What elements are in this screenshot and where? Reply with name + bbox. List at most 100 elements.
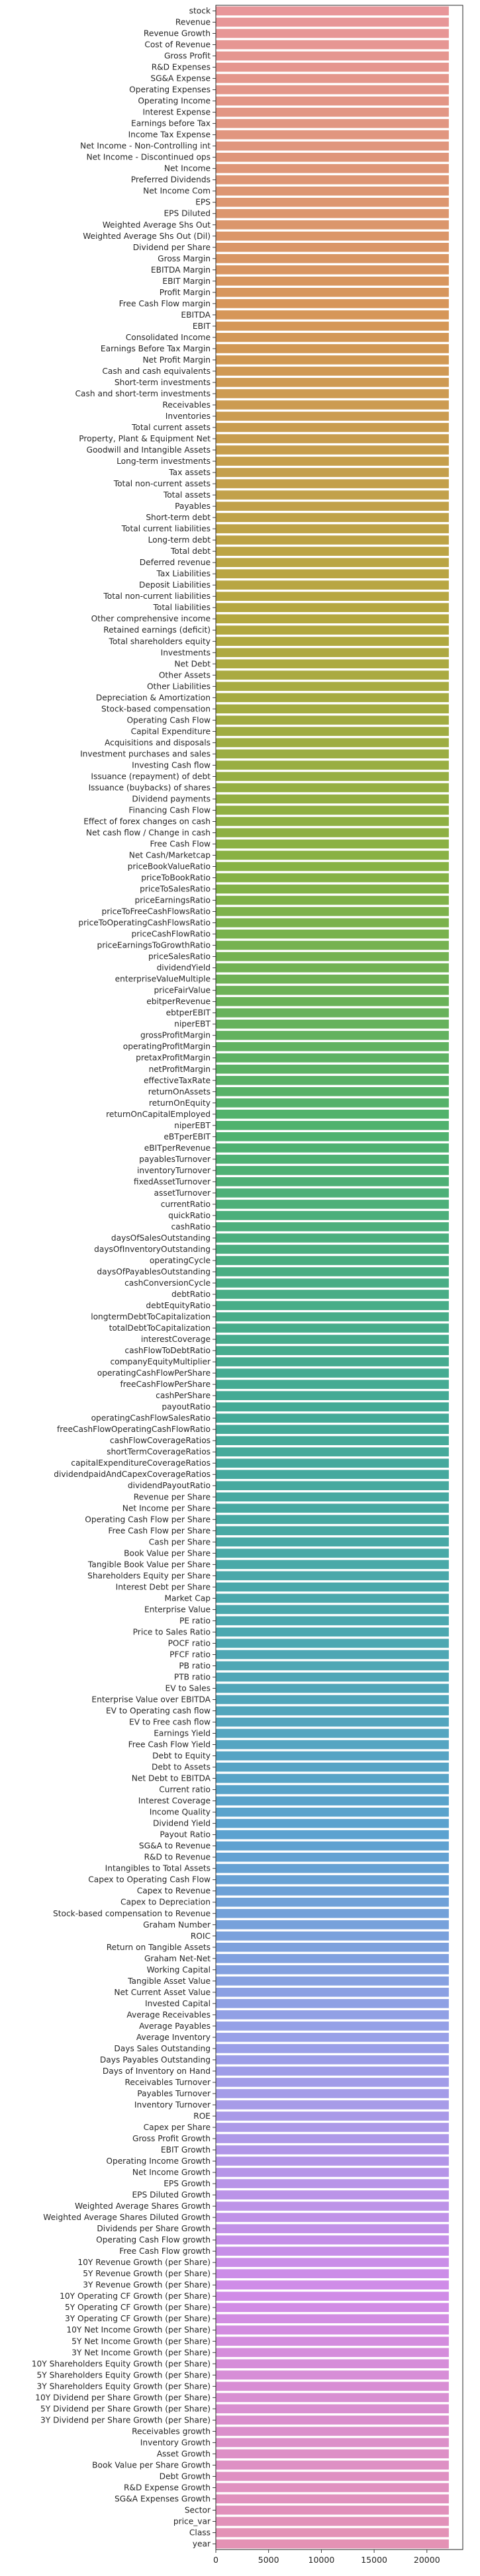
bar <box>216 2291 449 2301</box>
bar <box>216 1413 449 1423</box>
y-tick-label: Earnings Before Tax Margin <box>101 344 211 353</box>
y-tick-label: Cash per Share <box>149 1537 211 1546</box>
y-tick-label: Net Current Asset Value <box>114 1988 211 1997</box>
y-tick-label: ebtperEBIT <box>166 1008 211 1018</box>
bar <box>216 1312 449 1321</box>
y-tick-label: Weighted Average Shs Out (Dil) <box>83 232 211 241</box>
y-tick-label: Dividend payments <box>132 794 211 803</box>
y-tick-label: priceToBookRatio <box>141 873 211 883</box>
y-tick-label: Net Debt to EBITDA <box>132 1774 211 1783</box>
y-tick-label: Payout Ratio <box>160 1830 211 1840</box>
bars-layer <box>216 6 449 2549</box>
bar <box>216 2089 449 2098</box>
bar <box>216 107 449 117</box>
bar <box>216 670 449 680</box>
x-tick-label: 15000 <box>361 2555 387 2565</box>
bar <box>216 2539 449 2549</box>
bar <box>216 1335 449 1344</box>
bar <box>216 1706 449 1716</box>
y-tick-label: Other Assets <box>159 670 211 680</box>
y-tick-label: Cash and cash equivalents <box>102 367 211 376</box>
bar <box>216 1695 449 1705</box>
y-tick-label: Net Income per Share <box>122 1503 211 1513</box>
y-tick-label: 5Y Net Income Growth (per Share) <box>72 2336 211 2346</box>
y-tick-label: PTB ratio <box>174 1672 211 1681</box>
bar <box>216 817 449 826</box>
bar <box>216 479 449 488</box>
bar <box>216 918 449 928</box>
bar <box>216 1976 449 1986</box>
y-tick-label: Class <box>189 2528 211 2537</box>
y-tick-label: shortTermCoverageRatios <box>107 1447 211 1456</box>
bar <box>216 1143 449 1153</box>
y-tick-label: Property, Plant & Equipment Net <box>79 434 211 443</box>
y-tick-label: Total non-current liabilities <box>103 592 211 601</box>
y-tick-label: priceSalesRatio <box>148 952 211 961</box>
y-tick-label: Investing Cash flow <box>132 760 211 770</box>
bar <box>216 2370 449 2380</box>
bar <box>216 1965 449 1975</box>
bar <box>216 17 449 27</box>
y-tick-labels: stock Revenue Revenue Growth Cost of Revenu… <box>32 7 211 2549</box>
bar <box>216 40 449 50</box>
bar <box>216 389 449 398</box>
y-tick-label: Book Value per Share <box>124 1548 211 1558</box>
bar <box>216 940 449 950</box>
bar <box>216 2010 449 2020</box>
bar <box>216 907 449 916</box>
y-tick-label: Long-term investments <box>117 457 211 466</box>
y-tick-label: Operating Cash Flow per Share <box>85 1515 211 1524</box>
bar <box>216 1132 449 1141</box>
y-tick-label: assetTurnover <box>154 1188 211 1198</box>
bar <box>216 130 449 140</box>
y-tick-label: Free Cash Flow Yield <box>128 1740 211 1750</box>
bar <box>216 715 449 725</box>
y-tick-label: Issuance (repayment) of debt <box>91 772 211 781</box>
y-tick-label: Gross Profit Growth <box>132 2134 211 2143</box>
y-tick-label: 10Y Shareholders Equity Growth (per Shar… <box>32 2359 211 2368</box>
y-tick-label: daysOfPayablesOutstanding <box>97 1267 211 1276</box>
bar <box>216 2415 449 2425</box>
bar <box>216 1458 449 1468</box>
y-tick-label: Goodwill and Intangible Assets <box>87 445 211 455</box>
x-axis: 0 5000 10000 15000 20000 <box>213 2550 440 2565</box>
bar <box>216 1110 449 1119</box>
bar <box>216 1380 449 1389</box>
y-tick-label: PB ratio <box>179 1661 211 1670</box>
bar <box>216 2303 449 2313</box>
bar <box>216 344 449 353</box>
bar <box>216 614 449 624</box>
y-tick-label: EPS Growth <box>164 2179 211 2188</box>
y-tick-label: Profit Margin <box>160 288 211 297</box>
y-tick-label: Operating Expenses <box>129 85 211 95</box>
bar <box>216 457 449 466</box>
bar <box>216 1537 449 1547</box>
bar <box>216 434 449 443</box>
bar <box>216 1548 449 1558</box>
bar <box>216 1481 449 1491</box>
y-tick-label: priceToOperatingCashFlowsRatio <box>78 918 211 928</box>
plot-frame <box>215 5 463 2550</box>
y-tick-label: Receivables <box>162 400 211 410</box>
bar <box>216 828 449 838</box>
y-tick-label: Total non-current assets <box>113 479 211 488</box>
bar <box>216 96 449 106</box>
bar <box>216 2471 449 2481</box>
bar <box>216 2359 449 2369</box>
bar <box>216 850 449 860</box>
y-tick-label: debtRatio <box>171 1290 211 1299</box>
y-tick-label: operatingCashFlowSalesRatio <box>91 1413 211 1423</box>
y-tick-label: daysOfInventoryOutstanding <box>94 1245 211 1254</box>
bar <box>216 513 449 522</box>
y-tick-label: Net Income - Non-Controlling int <box>80 142 211 151</box>
y-tick-label: operatingCashFlowPerShare <box>97 1368 211 1378</box>
bar <box>216 1323 449 1333</box>
y-tick-label: EV to Sales <box>166 1683 211 1693</box>
bar <box>216 333 449 342</box>
y-tick-label: Capex to Depreciation <box>120 1898 211 1907</box>
bar <box>216 1098 449 1108</box>
bar <box>216 805 449 815</box>
y-tick-label: 3Y Operating CF Growth (per Share) <box>65 2314 211 2323</box>
bar <box>216 1008 449 1018</box>
y-tick-label: Dividends per Share Growth <box>97 2224 211 2233</box>
